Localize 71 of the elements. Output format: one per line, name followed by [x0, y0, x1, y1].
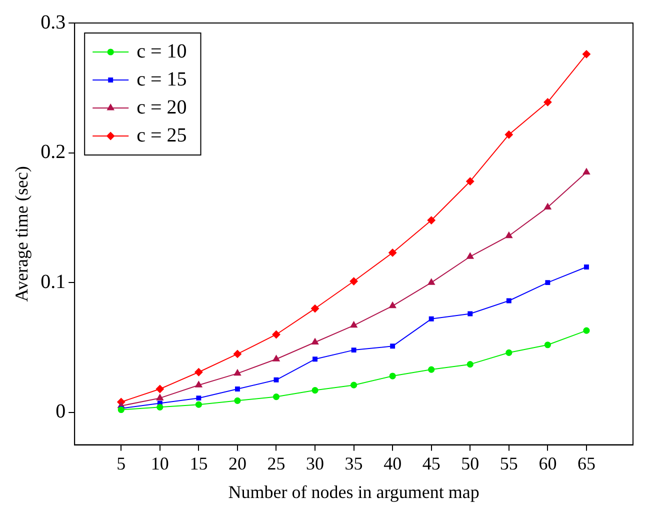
x-tick-label: 10: [150, 453, 169, 474]
point: [194, 368, 203, 376]
x-tick-label: 25: [267, 453, 286, 474]
point: [350, 321, 358, 328]
y-tick-label: 0.2: [40, 141, 66, 164]
point: [506, 349, 512, 356]
y-tick-label: 0.3: [40, 11, 66, 34]
point: [234, 397, 241, 404]
x-tick-label: 20: [228, 453, 246, 474]
point: [428, 316, 434, 322]
legend-label: c = 25: [136, 124, 187, 146]
legend-label: c = 20: [136, 96, 187, 118]
y-axis-title: Average time (sec): [12, 166, 32, 302]
legend-label: c = 15: [136, 68, 187, 90]
x-tick-label: 65: [577, 453, 596, 474]
x-tick-label: 15: [190, 453, 208, 474]
point: [427, 216, 436, 224]
point: [466, 177, 474, 186]
x-tick-label: 50: [461, 453, 480, 474]
point: [311, 338, 319, 345]
x-tick-label: 55: [500, 453, 518, 474]
x-tick-label: 40: [384, 453, 402, 474]
point: [468, 311, 473, 316]
point: [312, 386, 318, 394]
point: [505, 232, 512, 238]
point: [274, 377, 279, 382]
point: [350, 277, 358, 286]
point: [196, 396, 202, 401]
point: [156, 384, 164, 393]
point: [584, 264, 589, 270]
point: [351, 348, 356, 353]
point: [545, 280, 550, 286]
point: [544, 203, 552, 210]
point: [428, 366, 435, 373]
point: [272, 355, 280, 362]
point: [156, 394, 164, 400]
point: [466, 252, 474, 259]
point: [272, 330, 280, 338]
point: [233, 350, 242, 358]
point: [195, 381, 202, 388]
point: [272, 393, 280, 400]
point: [506, 298, 512, 304]
point: [582, 168, 590, 175]
point: [350, 382, 358, 388]
point: [544, 342, 551, 348]
x-tick-label: 60: [538, 453, 557, 474]
point: [156, 404, 164, 410]
y-tick-label: 0.1: [40, 270, 66, 293]
x-tick-label: 35: [344, 453, 363, 474]
point: [234, 369, 241, 376]
y-tick-label: 0: [56, 400, 66, 423]
point: [311, 304, 320, 313]
x-tick-label: 45: [422, 453, 440, 474]
point: [583, 327, 590, 334]
point: [312, 356, 318, 362]
x-tick-label: 5: [116, 453, 126, 474]
legend-label: c = 10: [136, 40, 187, 62]
point: [389, 372, 396, 380]
point: [118, 406, 124, 414]
point: [466, 361, 474, 368]
point: [428, 278, 435, 285]
point: [234, 386, 240, 392]
point: [582, 50, 590, 58]
point: [544, 98, 552, 106]
x-tick-label: 30: [306, 453, 324, 474]
point: [195, 401, 202, 408]
point: [389, 302, 396, 308]
point: [390, 344, 396, 349]
point: [388, 248, 397, 257]
point: [504, 130, 513, 139]
x-axis-title: Number of nodes in argument map: [228, 482, 480, 502]
